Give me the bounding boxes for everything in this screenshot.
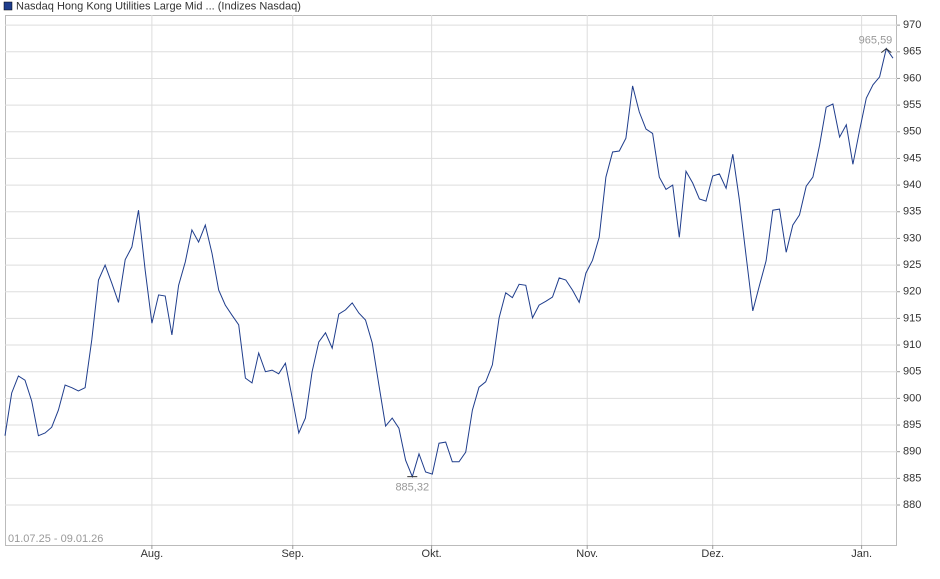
plot-frame bbox=[5, 15, 897, 546]
y-tick-label: 965 bbox=[903, 46, 921, 58]
x-tick-label: Jan. bbox=[851, 548, 872, 560]
price-line bbox=[4, 47, 894, 479]
y-tick-label: 940 bbox=[903, 179, 921, 191]
date-range: 01.07.25 - 09.01.26 bbox=[8, 533, 103, 545]
chart-title: Nasdaq Hong Kong Utilities Large Mid ...… bbox=[16, 0, 301, 12]
y-tick-label: 920 bbox=[903, 286, 921, 298]
extreme-label: 965,59 bbox=[859, 35, 893, 47]
y-tick-label: 900 bbox=[903, 392, 921, 404]
y-tick-label: 945 bbox=[903, 152, 921, 164]
y-tick-label: 880 bbox=[903, 499, 921, 511]
y-tick-label: 970 bbox=[903, 19, 921, 31]
y-tick-label: 925 bbox=[903, 259, 921, 271]
x-tick-label: Dez. bbox=[701, 548, 724, 560]
y-tick-label: 930 bbox=[903, 232, 921, 244]
y-tick-label: 890 bbox=[903, 446, 921, 458]
y-tick-label: 935 bbox=[903, 206, 921, 218]
y-tick-label: 950 bbox=[903, 126, 921, 138]
y-tick-label: 885 bbox=[903, 472, 921, 484]
y-tick-label: 910 bbox=[903, 339, 921, 351]
x-tick-label: Aug. bbox=[141, 548, 164, 560]
legend-swatch bbox=[3, 1, 13, 11]
x-tick-label: Sep. bbox=[281, 548, 304, 560]
extreme-marker bbox=[881, 48, 892, 54]
extreme-label: 885,32 bbox=[395, 482, 429, 494]
y-tick-label: 905 bbox=[903, 366, 921, 378]
y-tick-label: 895 bbox=[903, 419, 921, 431]
y-tick-label: 955 bbox=[903, 99, 921, 111]
x-tick-label: Okt. bbox=[422, 548, 442, 560]
y-tick-label: 915 bbox=[903, 312, 921, 324]
y-tick-label: 960 bbox=[903, 72, 921, 84]
x-tick-label: Nov. bbox=[576, 548, 598, 560]
